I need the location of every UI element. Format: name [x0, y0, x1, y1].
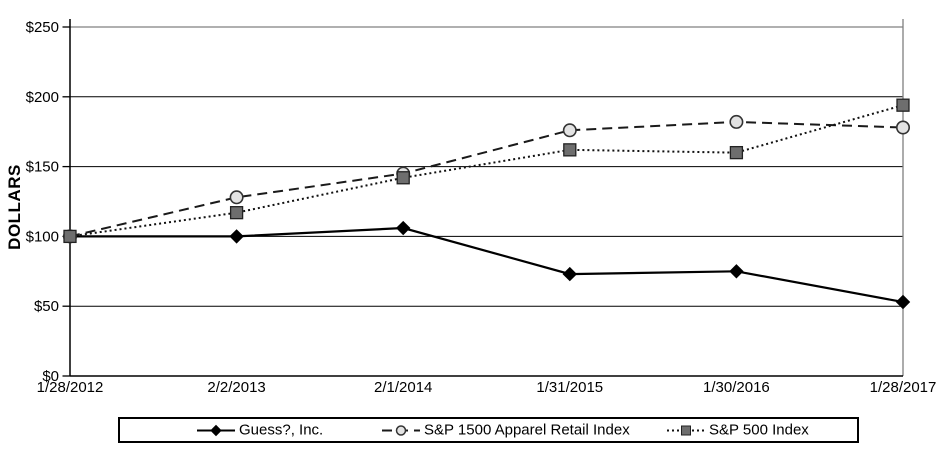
- legend-diamond-sample: [197, 424, 235, 436]
- y-tick-label: $0: [42, 368, 59, 385]
- y-tick-label: $200: [26, 89, 59, 106]
- square-marker: [63, 229, 77, 244]
- circle-marker: [562, 123, 577, 138]
- diamond-marker: [229, 229, 244, 244]
- series-line-circle: [69, 120, 904, 238]
- square-icon: [681, 425, 691, 435]
- chart-legend: Guess?, Inc. S&P 1500 Apparel Retail Inde…: [118, 417, 859, 443]
- x-tick-label: 1/28/2017: [870, 379, 937, 396]
- y-tick-label: $250: [26, 19, 59, 36]
- legend-label: S&P 500 Index: [709, 421, 809, 439]
- legend-square-sample: [667, 425, 705, 435]
- y-tick-label: $150: [26, 159, 59, 176]
- legend-circle-sample: [382, 424, 420, 436]
- legend-item: Guess?, Inc.: [197, 422, 323, 439]
- legend-item: S&P 500 Index: [667, 422, 809, 439]
- square-marker: [896, 98, 910, 112]
- circle-marker: [895, 120, 910, 135]
- square-marker: [729, 145, 744, 160]
- diamond-icon: [210, 424, 222, 436]
- diamond-marker: [395, 220, 411, 236]
- y-axis-title: DOLLARS: [5, 164, 24, 250]
- circle-marker: [229, 190, 244, 205]
- y-tick-label: $50: [34, 298, 59, 315]
- x-tick-label: 2/1/2014: [374, 379, 432, 396]
- square-marker: [563, 143, 577, 157]
- legend-label: Guess?, Inc.: [239, 421, 324, 439]
- x-tick-label: 1/31/2015: [536, 379, 603, 396]
- x-tick-label: 1/28/2012: [37, 379, 104, 396]
- y-tick-label: $100: [26, 228, 59, 245]
- circle-icon: [395, 424, 407, 436]
- legend-label: S&P 1500 Apparel Retail Index: [424, 421, 630, 439]
- diamond-marker: [895, 294, 911, 310]
- square-marker: [229, 206, 244, 220]
- x-tick-label: 2/2/2013: [207, 379, 265, 396]
- square-marker: [396, 171, 410, 185]
- legend-item: S&P 1500 Apparel Retail Index: [382, 422, 630, 439]
- x-tick-label: 1/30/2016: [703, 379, 770, 396]
- diamond-marker: [729, 264, 744, 279]
- series-line-diamond: [70, 226, 904, 304]
- series-line-square: [69, 104, 904, 238]
- circle-marker: [729, 114, 744, 129]
- diamond-marker: [562, 266, 578, 282]
